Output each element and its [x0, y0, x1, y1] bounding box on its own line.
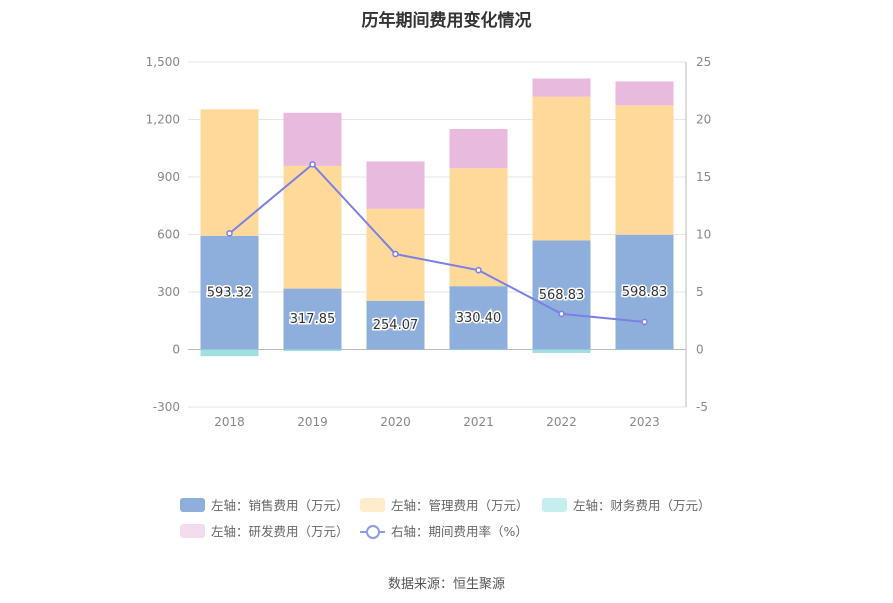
- x-axis-tick-label: 2019: [297, 415, 328, 429]
- left-axis-tick-label: 1,500: [146, 55, 180, 69]
- bar-rnd: [366, 161, 425, 209]
- data-label-sales: 568.83: [539, 288, 585, 303]
- right-axis-tick-label: 10: [696, 228, 711, 242]
- bar-finance: [615, 349, 674, 351]
- data-label-sales: 254.07: [373, 318, 419, 333]
- bar-finance: [532, 349, 591, 353]
- left-axis-tick-label: 300: [157, 285, 180, 299]
- bar-sales: [283, 288, 342, 350]
- line-rate: [228, 162, 645, 323]
- legend-swatch-rnd: [180, 523, 205, 538]
- bar-rnd: [283, 112, 342, 166]
- legend-item-sales[interactable]: 左轴：销售费用（万元）: [180, 495, 349, 514]
- left-axis-tick-label: 900: [157, 170, 180, 184]
- legend-label-rate: 右轴：期间费用率（%）: [391, 524, 528, 539]
- x-axis-tick-label: 2021: [463, 415, 494, 429]
- bar-sales: [449, 286, 508, 350]
- point-rate: [226, 230, 233, 237]
- left-axis-tick-label: 0: [172, 343, 180, 357]
- bar-sales: [200, 235, 259, 350]
- bar-finance: [449, 349, 508, 351]
- right-axis-tick-label: 5: [696, 285, 704, 299]
- left-axis-tick-label: -300: [153, 400, 180, 414]
- legend-label-finance: 左轴：财务费用（万元）: [573, 498, 711, 513]
- point-rate: [558, 310, 565, 318]
- legend-item-rnd[interactable]: 左轴：研发费用（万元）: [180, 521, 349, 540]
- x-axis-tick-label: 2022: [546, 415, 577, 429]
- bar-finance: [283, 349, 342, 352]
- right-axis-tick-label: 25: [696, 55, 711, 69]
- bar-admin: [532, 96, 591, 241]
- legend-item-admin[interactable]: 左轴：管理费用（万元）: [360, 495, 529, 514]
- bar-finance: [200, 349, 259, 357]
- legend-swatch-finance: [542, 497, 567, 512]
- legend-swatch-rate: [360, 524, 385, 539]
- data-label-sales: 593.32: [207, 286, 253, 301]
- bar-sales: [532, 240, 591, 350]
- point-rate: [475, 266, 482, 274]
- point-rate: [309, 161, 316, 168]
- right-axis-tick-label: 15: [696, 170, 711, 184]
- data-label-sales: 330.40: [456, 311, 502, 326]
- x-axis-tick-label: 2020: [380, 415, 411, 429]
- data-label-sales: 317.85: [290, 312, 336, 327]
- chart-title: 历年期间费用变化情况: [361, 11, 532, 31]
- legend-label-admin: 左轴：管理费用（万元）: [391, 498, 529, 513]
- legend-item-finance[interactable]: 左轴：财务费用（万元）: [542, 495, 711, 514]
- data-label-sales: 598.83: [622, 285, 668, 300]
- bar-rnd: [449, 129, 508, 169]
- right-axis-tick-label: 0: [696, 343, 704, 357]
- legend-swatch-sales: [180, 497, 205, 512]
- x-axis-tick-label: 2018: [214, 415, 245, 429]
- bar-sales: [366, 300, 425, 350]
- point-rate: [641, 318, 648, 326]
- bar-sales: [615, 234, 674, 350]
- legend-swatch-admin: [360, 497, 385, 512]
- x-axis-tick-label: 2023: [629, 415, 660, 429]
- bar-admin: [615, 105, 674, 235]
- left-axis-tick-label: 600: [157, 228, 180, 242]
- right-axis-tick-label: 20: [696, 113, 711, 127]
- data-source: 数据来源：恒生聚源: [387, 577, 505, 592]
- legend-item-rate[interactable]: 右轴：期间费用率（%）: [360, 521, 528, 540]
- bar-rnd: [532, 78, 591, 97]
- bar-rnd: [615, 81, 674, 106]
- point-rate: [392, 250, 399, 258]
- left-axis-tick-label: 1,200: [146, 113, 180, 127]
- legend-label-sales: 左轴：销售费用（万元）: [211, 498, 349, 513]
- bar-admin: [283, 165, 342, 289]
- bar-admin: [200, 109, 259, 236]
- legend-label-rnd: 左轴：研发费用（万元）: [211, 524, 349, 539]
- right-axis-tick-label: -5: [696, 400, 708, 414]
